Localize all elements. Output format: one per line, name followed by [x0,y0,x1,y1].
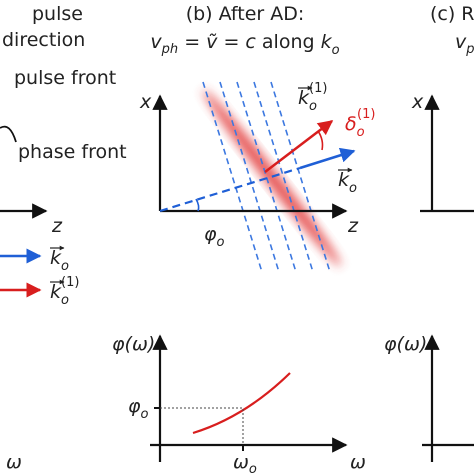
pulse [202,89,342,267]
panel-title: (b) After AD: [186,3,305,25]
text-part: o [217,235,225,250]
text-part: o [349,181,357,196]
vector-label: ko [338,169,357,196]
text-part: k [50,281,62,303]
text-part: k [298,87,310,109]
text-part: k [50,247,62,269]
angle-label: φo [204,223,225,250]
legend-label: ko [50,281,69,308]
legend-label: (1) [61,275,79,290]
guide [160,407,244,445]
panel-subtitle: vph = ṽ = c along ko [150,31,339,58]
vector-label: (1) [309,81,327,96]
angle-label: (1) [357,107,375,122]
axis-label: x [139,91,152,113]
label: direction [2,29,85,51]
k-arrow [299,147,356,170]
text-part: ṽ [206,31,218,53]
axis-label: φ(ω) [384,333,427,355]
label: pulse front [14,67,116,89]
axis-label: ω [6,451,22,473]
text-part: k [321,31,333,53]
vector-label: ko [298,87,317,114]
k1-arrow [264,120,334,173]
text-part: p [465,42,474,57]
phase-fronts [202,81,331,273]
text-part: ω [233,451,249,473]
axis-label: z [347,215,359,237]
text-part: k [338,169,350,191]
text-part: ph [161,42,179,57]
text-part: c [245,31,256,53]
text-part: δ [345,113,357,135]
tick-label: φo [128,395,149,422]
text-part: v [455,31,467,53]
text-part: along [256,31,321,53]
text-part: = [217,31,245,53]
phase-curve [192,372,291,435]
text-part: o [357,125,365,140]
text-part: o [61,293,69,308]
text-part: = [178,31,206,53]
label: pulse [32,3,83,25]
text-part: o [309,99,317,114]
text-part: o [61,259,69,274]
axis-label: z [51,215,63,237]
axis-label: x [411,91,424,113]
panel-subtitle: vp [455,31,474,57]
axis-label: ω [350,451,366,473]
label: phase front [18,141,127,163]
panel-title: (c) R [430,3,474,25]
legend-label: ko [50,247,69,274]
angle-arc [195,198,200,212]
angle-label: δo [345,113,365,140]
text-part: o [332,43,340,58]
angle-arc [317,130,324,151]
arc [0,125,17,143]
axis-label: φ(ω) [112,333,155,355]
text-part: φ [128,395,141,417]
k-line [159,166,301,213]
text-part: o [141,407,149,422]
text-part: v [150,31,162,53]
text-part: φ [204,223,217,245]
tick-label: ωo [233,451,257,474]
text-part: o [249,462,257,474]
